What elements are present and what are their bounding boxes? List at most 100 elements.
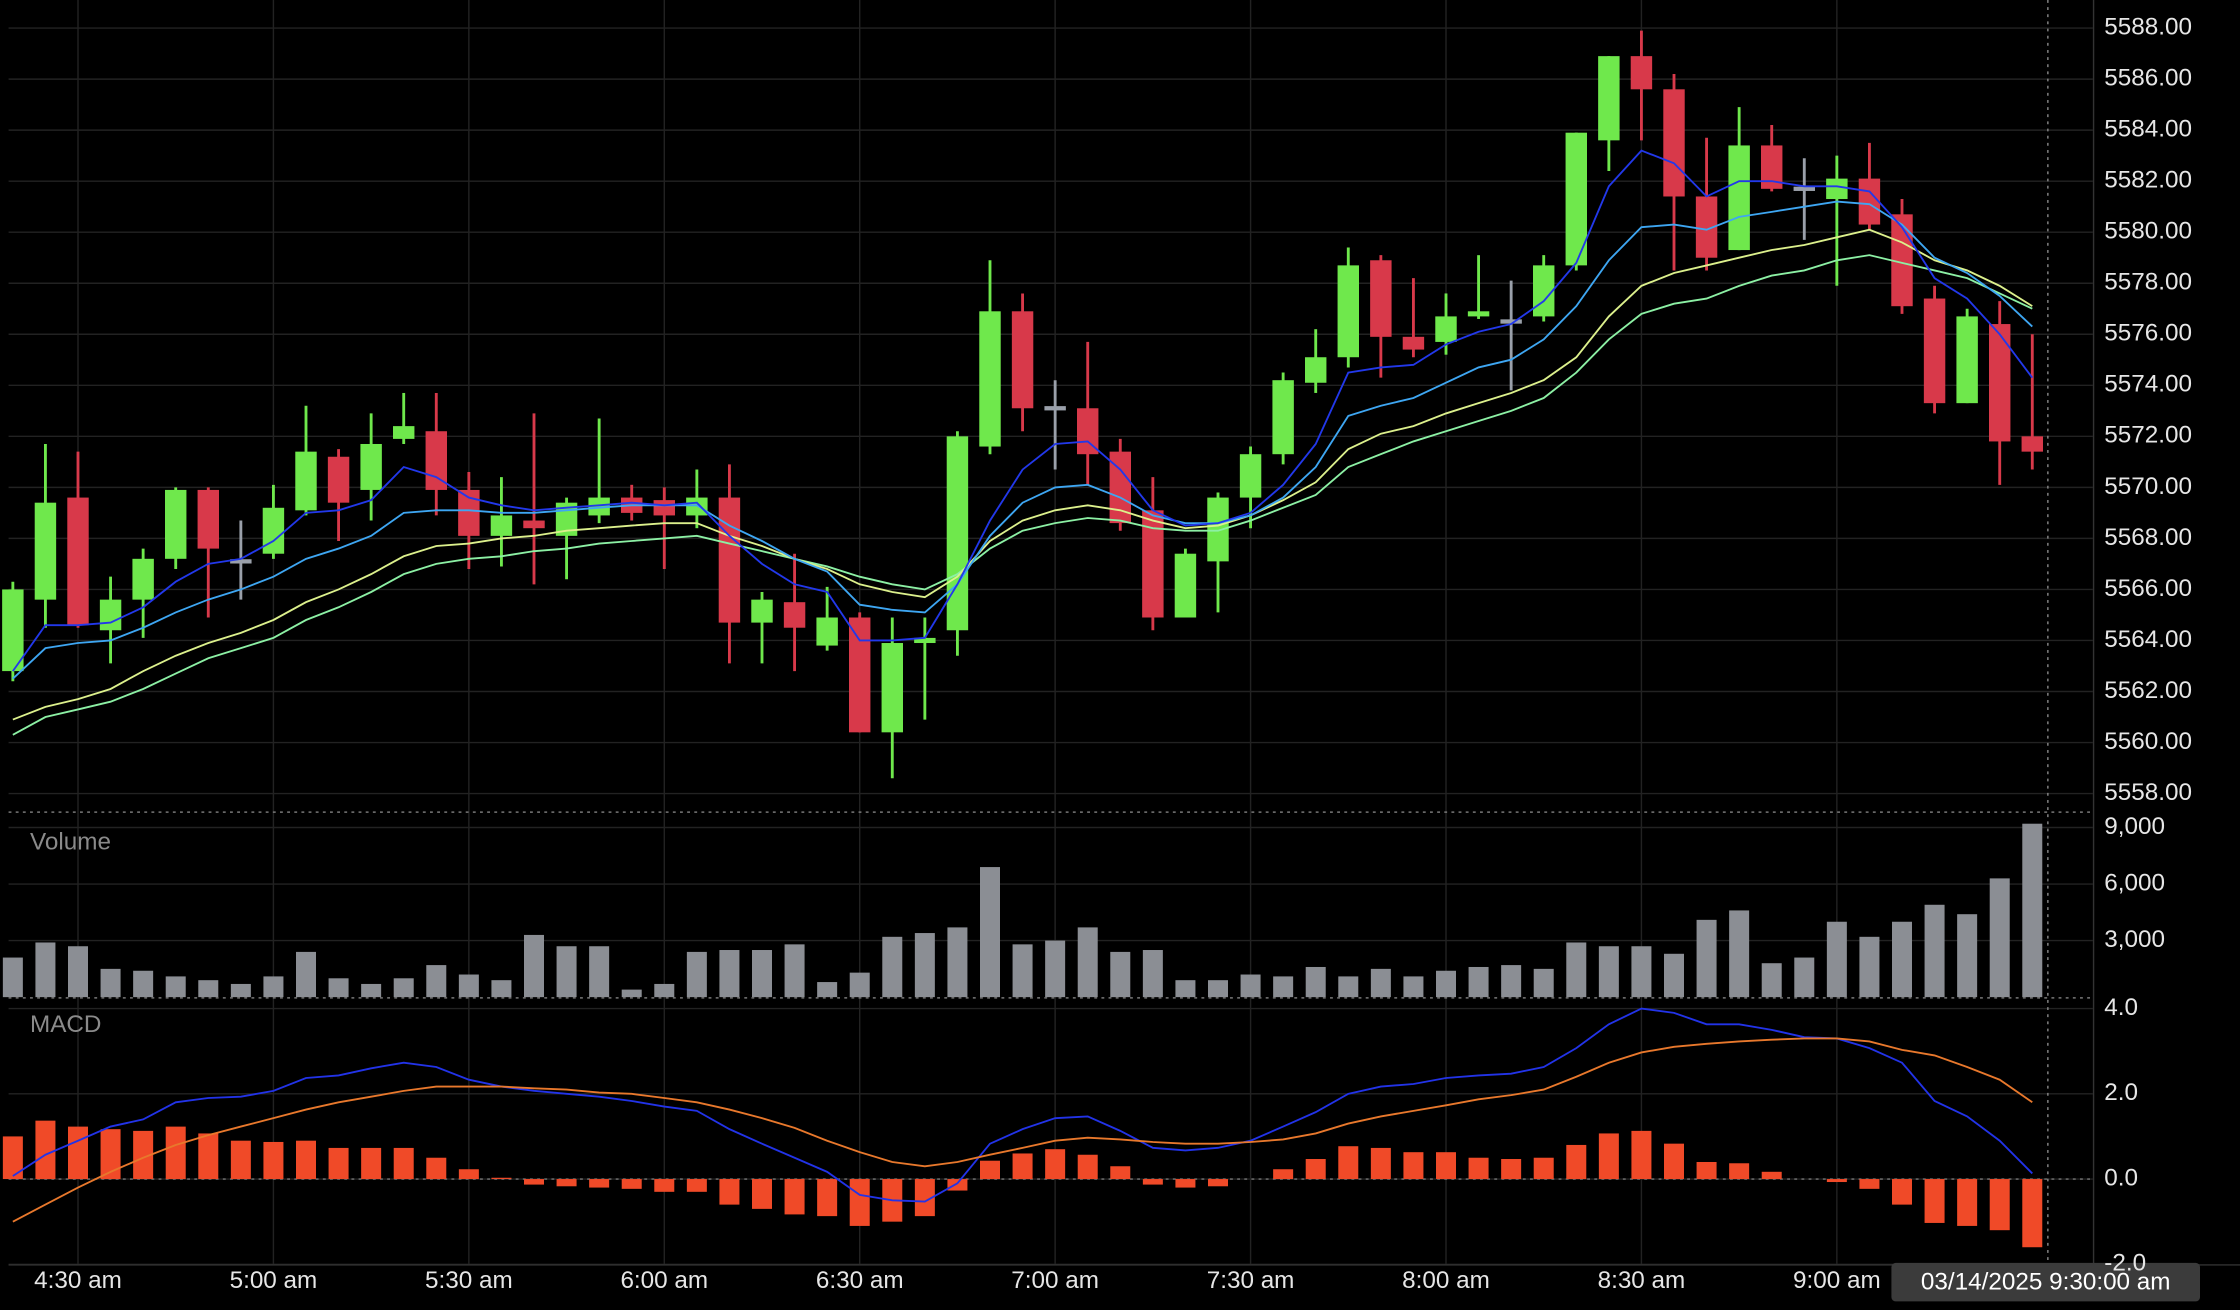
histogram-bar — [1924, 1179, 1945, 1223]
volume-bar — [263, 976, 284, 998]
volume-bar — [1924, 904, 1945, 998]
histogram-bar — [296, 1140, 316, 1180]
volume-bar — [230, 983, 251, 998]
panel-title: MACD — [30, 1011, 101, 1038]
candle-body — [1956, 316, 1978, 404]
candle-body — [132, 558, 154, 600]
y-tick-label: 5582.00 — [2104, 167, 2192, 194]
histogram-bar — [719, 1179, 740, 1205]
y-tick-label: 5572.00 — [2104, 422, 2192, 449]
candle-body — [490, 515, 513, 536]
histogram-bar — [328, 1147, 349, 1180]
candle-body — [458, 489, 480, 536]
histogram-bar — [1566, 1144, 1587, 1180]
volume-bar — [621, 989, 642, 998]
candle-body — [1370, 260, 1392, 337]
y-tick-label: 5584.00 — [2104, 116, 2192, 143]
y-tick-label: -2.0 — [2104, 1250, 2146, 1277]
y-tick-label: 5588.00 — [2104, 13, 2192, 40]
histogram-bar — [1403, 1152, 1424, 1180]
histogram-bar — [68, 1126, 88, 1180]
y-tick-label: 5562.00 — [2104, 677, 2192, 704]
candle-body — [1695, 196, 1718, 258]
volume-bar — [1631, 946, 1652, 998]
y-tick-label: 2.0 — [2104, 1079, 2138, 1106]
histogram-bar — [133, 1130, 154, 1180]
histogram-bar — [1273, 1169, 1294, 1180]
histogram-bar — [165, 1126, 186, 1180]
candle-body — [1239, 454, 1262, 498]
volume-bar — [947, 927, 968, 998]
volume-bar — [1468, 966, 1489, 998]
y-tick-label: 5586.00 — [2104, 65, 2192, 92]
volume-bar — [198, 980, 219, 998]
candle-body — [523, 520, 545, 529]
volume-bar — [1240, 974, 1261, 998]
histogram-bar — [491, 1177, 512, 1180]
histogram-bar — [752, 1179, 773, 1209]
volume-bar — [784, 944, 805, 998]
candle-body — [588, 497, 610, 516]
histogram-bar — [686, 1179, 707, 1192]
volume-bar — [1696, 919, 1717, 998]
volume-bar — [1598, 946, 1619, 998]
candle-body — [230, 559, 252, 564]
candle-body — [360, 443, 382, 490]
candle-body — [946, 436, 969, 631]
line — [12, 1007, 2033, 1203]
histogram-bar — [1957, 1179, 1978, 1226]
histogram-bar — [1370, 1147, 1391, 1180]
candle-body — [1760, 145, 1783, 189]
histogram-bar — [914, 1179, 935, 1217]
candle-body — [1174, 553, 1197, 618]
histogram-bar — [980, 1160, 1000, 1180]
histogram-bar — [1989, 1179, 2010, 1231]
line — [12, 254, 2033, 736]
candle-body — [849, 617, 871, 733]
volume-bar — [1436, 970, 1456, 998]
volume-bar — [1892, 921, 1912, 998]
x-axis: 4:30 am 5:00 am 5:30 am 6:00 am 6:30 am 7:00 … — [34, 1267, 1881, 1294]
volume-bar — [2022, 823, 2043, 998]
volume-bar — [882, 936, 903, 998]
histogram-bar — [1338, 1146, 1359, 1180]
candle-body — [393, 426, 415, 439]
volume-bar — [1729, 910, 1750, 998]
x-tick-label: 4:30 am — [34, 1267, 122, 1294]
histogram-bar — [263, 1141, 284, 1180]
candle-body — [1793, 186, 1815, 191]
candle-body — [816, 617, 838, 646]
candle-body — [686, 497, 708, 516]
y-tick-label: 4.0 — [2104, 994, 2138, 1021]
histogram-bar — [849, 1179, 870, 1226]
volume-bar — [1664, 953, 1685, 998]
y-tick-label: 3,000 — [2104, 926, 2165, 953]
volume-bar — [1110, 951, 1131, 998]
histogram-bar — [1142, 1179, 1163, 1185]
histogram-bar — [1533, 1157, 1554, 1180]
y-tick-label: 5580.00 — [2104, 218, 2192, 245]
volume-bar — [165, 976, 186, 998]
y-tick-label: 5564.00 — [2104, 626, 2192, 653]
volume-bar — [1989, 878, 2010, 998]
candle-body — [1337, 265, 1359, 358]
candle-body — [1728, 145, 1750, 251]
volume-bar — [1077, 927, 1098, 998]
volume-bar — [752, 950, 773, 998]
histogram-bar — [817, 1179, 838, 1217]
candle-body — [1272, 380, 1294, 455]
candle-body — [67, 497, 89, 626]
histogram-bar — [1501, 1159, 1522, 1180]
x-tick-label: 7:30 am — [1207, 1267, 1295, 1294]
histogram-bar — [100, 1129, 121, 1180]
candle-body — [979, 311, 1001, 447]
volume-bar — [849, 972, 870, 998]
panel-title: Volume — [30, 828, 111, 855]
histogram-bar — [1436, 1152, 1456, 1180]
volume-bar — [914, 933, 935, 998]
candle-body — [295, 451, 317, 511]
line — [12, 1037, 2033, 1223]
histogram-bar — [1305, 1159, 1326, 1180]
